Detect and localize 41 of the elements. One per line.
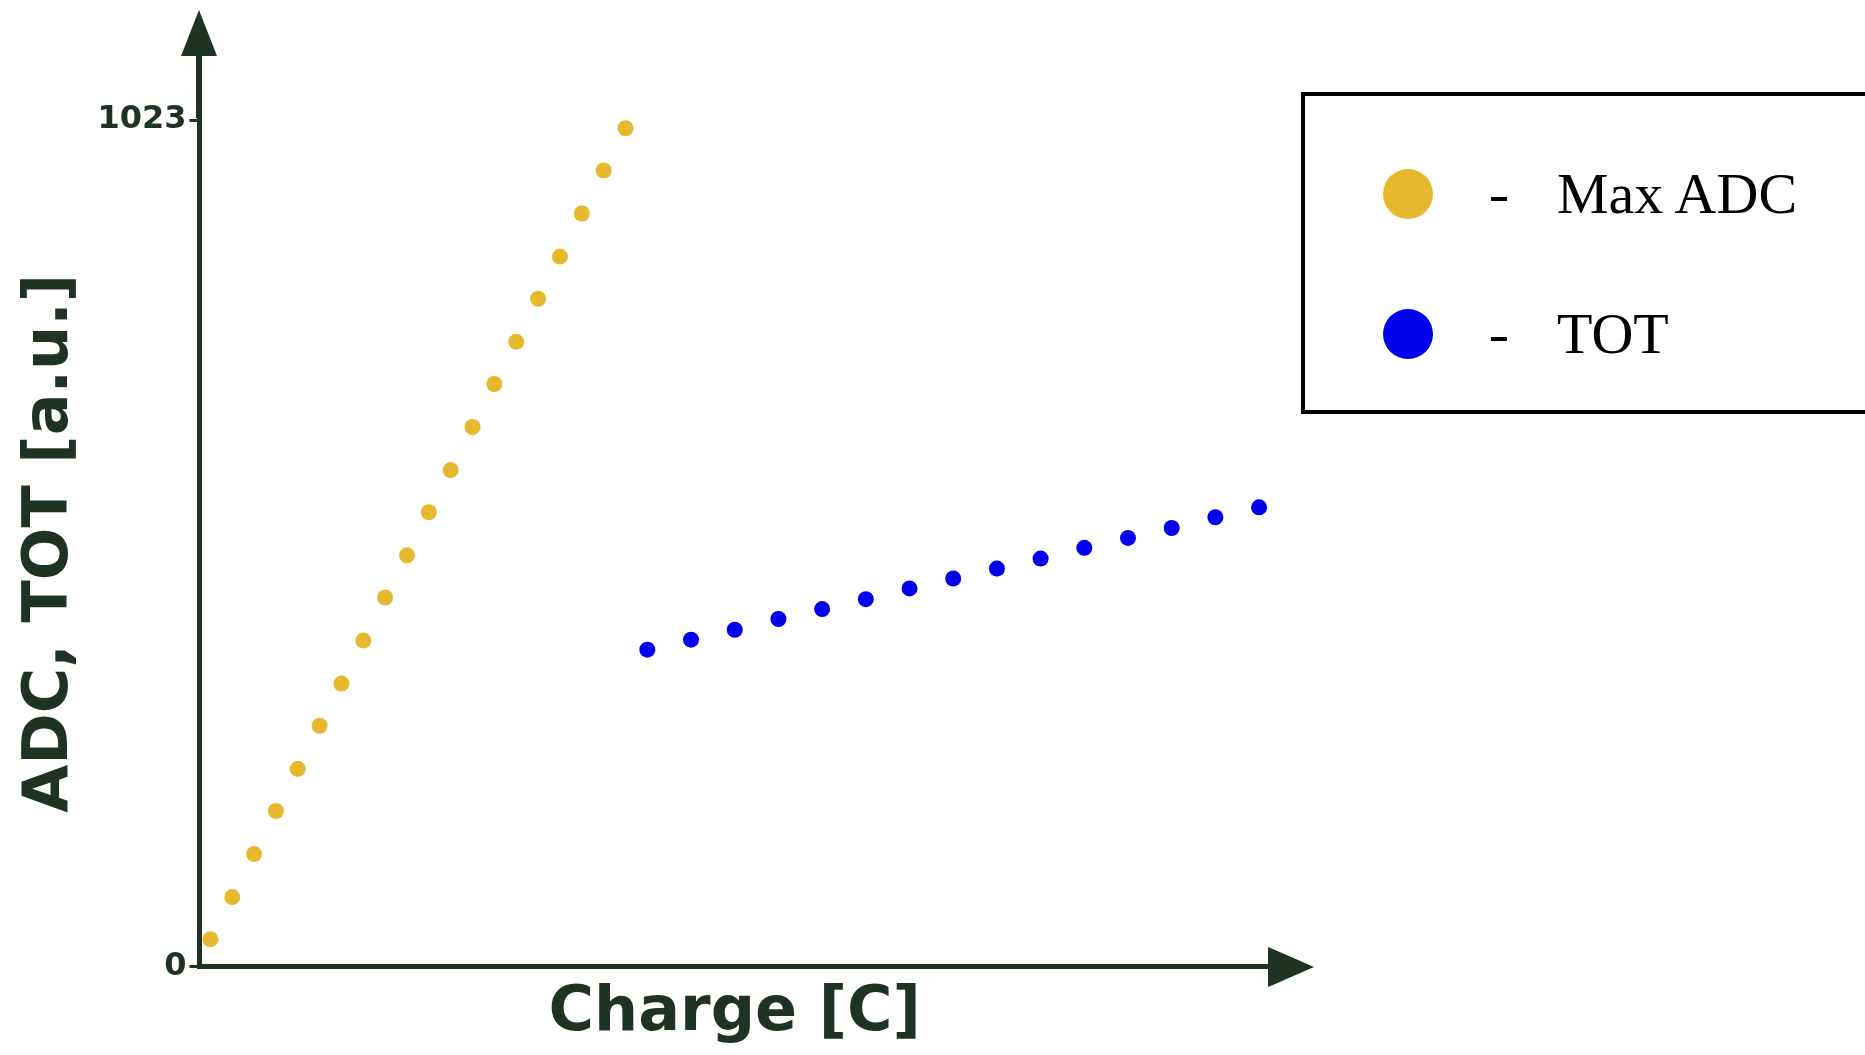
point	[420, 504, 437, 521]
point	[508, 333, 525, 350]
point	[530, 290, 547, 307]
point	[311, 717, 328, 734]
point	[442, 462, 459, 479]
point	[901, 580, 918, 597]
text: Max ADC	[1557, 160, 1798, 227]
x-axis-title: Charge [C]	[548, 971, 921, 1045]
point	[377, 589, 394, 606]
point	[814, 601, 831, 618]
point	[1076, 539, 1093, 556]
point	[464, 419, 481, 436]
point	[202, 931, 219, 948]
point	[595, 162, 612, 179]
y-axis-title: ADC, TOT [a.u.]	[9, 273, 83, 813]
point	[333, 675, 350, 692]
point	[399, 547, 416, 564]
point	[617, 120, 634, 137]
point	[551, 248, 568, 265]
point	[1119, 529, 1136, 546]
point	[770, 611, 787, 628]
point	[683, 631, 700, 648]
point	[857, 591, 874, 608]
point	[1163, 519, 1180, 536]
point	[1207, 509, 1224, 526]
point	[486, 375, 503, 392]
point	[1251, 499, 1268, 516]
point	[573, 205, 590, 222]
point	[355, 632, 372, 649]
point	[726, 621, 743, 638]
point	[988, 560, 1005, 577]
point	[224, 889, 241, 906]
y-tick-label: 1023	[97, 98, 187, 137]
point	[289, 760, 306, 777]
text: TOT	[1557, 300, 1669, 367]
y-tick-label: 0	[164, 944, 187, 983]
point	[267, 803, 284, 820]
point	[639, 641, 656, 658]
point	[1032, 550, 1049, 567]
point	[246, 846, 263, 863]
point	[945, 570, 962, 587]
